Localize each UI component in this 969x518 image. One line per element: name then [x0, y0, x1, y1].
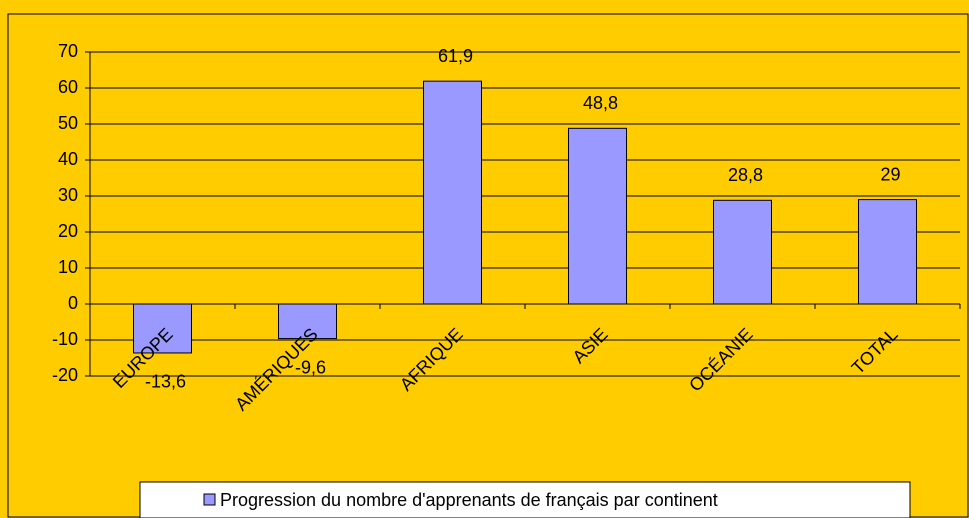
- y-tick-label: 10: [58, 257, 78, 277]
- data-label: -13,6: [145, 372, 186, 392]
- y-tick-label: 0: [68, 293, 78, 313]
- y-tick-label: 30: [58, 185, 78, 205]
- data-label: 48,8: [583, 93, 618, 113]
- bar: [713, 199, 772, 305]
- bar: [133, 303, 192, 354]
- data-label: 29: [880, 164, 900, 184]
- legend-box: [139, 481, 911, 518]
- y-tick-label: -10: [52, 329, 78, 349]
- bar: [278, 303, 337, 340]
- chart-area: [7, 13, 969, 518]
- y-tick-label: 50: [58, 113, 78, 133]
- y-tick-label: 70: [58, 41, 78, 61]
- data-label: 61,9: [438, 46, 473, 66]
- bar: [858, 199, 917, 305]
- data-label: -9,6: [295, 357, 326, 377]
- legend-label: Progression du nombre d'apprenants de fr…: [220, 490, 718, 510]
- y-tick-label: 40: [58, 149, 78, 169]
- bar: [568, 127, 627, 305]
- bar: [423, 80, 482, 305]
- data-label: 28,8: [728, 165, 763, 185]
- y-tick-label: 60: [58, 77, 78, 97]
- y-tick-label: 20: [58, 221, 78, 241]
- legend-swatch: [203, 493, 216, 506]
- y-tick-label: -20: [52, 365, 78, 385]
